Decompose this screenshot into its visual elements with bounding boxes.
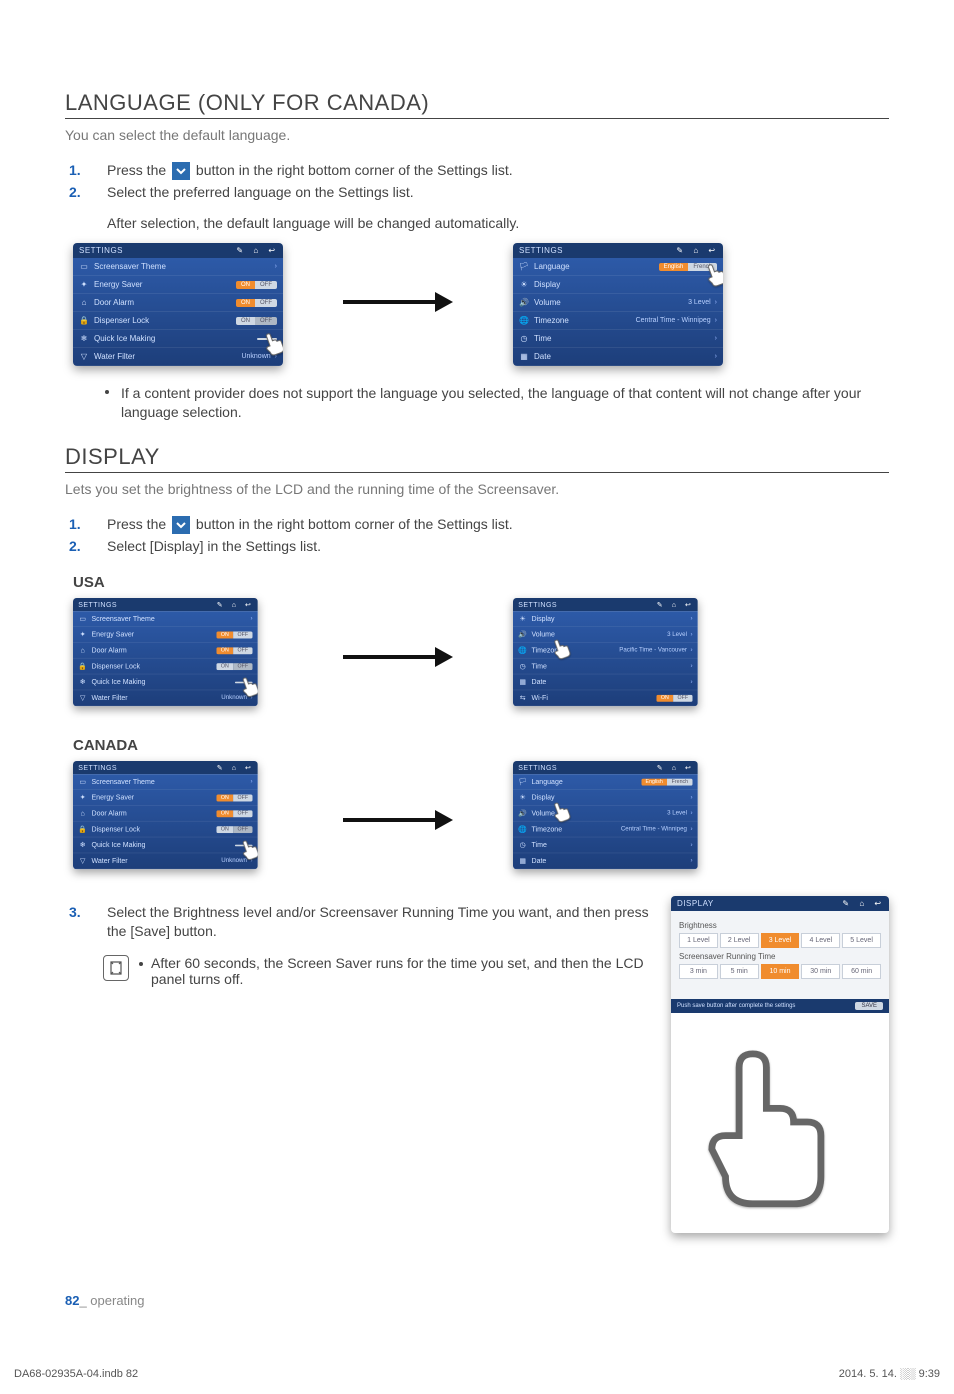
settings-row[interactable]: 🌐TimezoneCentral Time - Winnipeg › bbox=[513, 312, 723, 330]
running-label: Screensaver Running Time bbox=[679, 952, 881, 961]
chevron-down-icon bbox=[172, 516, 190, 534]
settings-row[interactable]: ⌂Door AlarmONOFF bbox=[73, 642, 258, 658]
section2-step3-list: Select the Brightness level and/or Scree… bbox=[65, 903, 653, 941]
chevron-down-icon bbox=[172, 162, 190, 180]
hand-cursor-icon bbox=[671, 1013, 889, 1233]
segment-option[interactable]: 60 min bbox=[842, 964, 881, 979]
settings-row[interactable]: ▭Screensaver Theme› bbox=[73, 774, 258, 790]
settings-row[interactable]: 🌐TimezoneCentral Time - Winnipeg › bbox=[513, 821, 698, 837]
section2-step2: Select [Display] in the Settings list. bbox=[65, 537, 889, 556]
settings-row[interactable]: ☀Display› bbox=[513, 790, 698, 806]
edit-icon: ✎ bbox=[841, 899, 851, 908]
section1-step1: Press the button in the right bottom cor… bbox=[65, 161, 889, 180]
display-panel-header: DISPLAY ✎⌂↩ bbox=[671, 896, 889, 911]
settings-row[interactable]: ⌂Door AlarmONOFF bbox=[73, 805, 258, 821]
settings-row[interactable]: ▽Water FilterUnknown › bbox=[73, 348, 283, 366]
settings-row[interactable]: 🏳LanguageEnglishFrench bbox=[513, 774, 698, 790]
settings-panel-ca-left: SETTINGS✎⌂↩▭Screensaver Theme›✦Energy Sa… bbox=[73, 761, 258, 869]
section1-note: If a content provider does not support t… bbox=[105, 384, 889, 422]
settings-row[interactable]: ⇆Wi-FiONOFF bbox=[513, 690, 698, 706]
settings-row[interactable]: ☀Display› bbox=[513, 276, 723, 294]
settings-row[interactable]: 🔒Dispenser LockONOFF bbox=[73, 312, 283, 330]
settings-panel-usa-right: SETTINGS✎⌂↩☀Display›🔊Volume3 Level ›🌐Tim… bbox=[513, 598, 698, 706]
settings-row[interactable]: ▦Date› bbox=[513, 674, 698, 690]
settings-row[interactable]: ✦Energy SaverONOFF bbox=[73, 276, 283, 294]
home-icon: ⌂ bbox=[857, 899, 867, 908]
usa-screens: SETTINGS✎⌂↩▭Screensaver Theme›✦Energy Sa… bbox=[73, 599, 889, 719]
step3-row: Select the Brightness level and/or Scree… bbox=[65, 900, 889, 1233]
settings-row[interactable]: ❄Quick Ice Making bbox=[73, 330, 283, 348]
settings-panel-left: SETTINGS✎⌂↩▭Screensaver Theme›✦Energy Sa… bbox=[73, 243, 283, 366]
settings-row[interactable]: ❄Quick Ice Making bbox=[73, 837, 258, 853]
segment-option[interactable]: 5 min bbox=[720, 964, 759, 979]
settings-row[interactable]: 🌐TimezonePacific Time - Vancouver › bbox=[513, 642, 698, 658]
settings-row[interactable]: 🔒Dispenser LockONOFF bbox=[73, 658, 258, 674]
section2-step1: Press the button in the right bottom cor… bbox=[65, 515, 889, 534]
segment-option[interactable]: 2 Level bbox=[720, 933, 759, 948]
settings-row[interactable]: ▽Water FilterUnknown › bbox=[73, 690, 258, 706]
canada-screens: SETTINGS✎⌂↩▭Screensaver Theme›✦Energy Sa… bbox=[73, 762, 889, 882]
settings-row[interactable]: ◷Time› bbox=[513, 837, 698, 853]
section2-note: After 60 seconds, the Screen Saver runs … bbox=[103, 955, 653, 987]
settings-row[interactable]: ▦Date› bbox=[513, 853, 698, 869]
segment-option[interactable]: 30 min bbox=[801, 964, 840, 979]
settings-row[interactable]: 🔊Volume3 Level › bbox=[513, 294, 723, 312]
section-title-language: LANGUAGE (ONLY FOR CANADA) bbox=[65, 90, 889, 119]
settings-row[interactable]: ▭Screensaver Theme› bbox=[73, 611, 258, 627]
indb-filename: DA68-02935A-04.indb 82 bbox=[14, 1368, 138, 1380]
settings-row[interactable]: ✦Energy SaverONOFF bbox=[73, 790, 258, 806]
back-icon: ↩ bbox=[873, 899, 883, 908]
segment-option[interactable]: 3 Level bbox=[761, 933, 800, 948]
section1-steps: Press the button in the right bottom cor… bbox=[65, 161, 889, 202]
segment-option[interactable]: 5 Level bbox=[842, 933, 881, 948]
region-usa-label: USA bbox=[73, 574, 889, 591]
settings-row[interactable]: ▽Water FilterUnknown › bbox=[73, 853, 258, 869]
settings-row[interactable]: ▭Screensaver Theme› bbox=[73, 258, 283, 276]
settings-row[interactable]: ◷Time› bbox=[513, 330, 723, 348]
bullet-icon bbox=[105, 390, 109, 394]
settings-row[interactable]: ✦Energy SaverONOFF bbox=[73, 627, 258, 643]
section1-step2-sub: After selection, the default language wi… bbox=[65, 214, 889, 233]
running-segments[interactable]: 3 min5 min10 min30 min60 min bbox=[679, 964, 881, 979]
settings-row[interactable]: 🏳LanguageEnglishFrench bbox=[513, 258, 723, 276]
section2-step3: Select the Brightness level and/or Scree… bbox=[65, 903, 653, 941]
print-timestamp: 2014. 5. 14. ░░ 9:39 bbox=[839, 1368, 940, 1380]
segment-option[interactable]: 4 Level bbox=[801, 933, 840, 948]
section1-screens: SETTINGS✎⌂↩▭Screensaver Theme›✦Energy Sa… bbox=[73, 243, 889, 366]
settings-panel-usa-left: SETTINGS✎⌂↩▭Screensaver Theme›✦Energy Sa… bbox=[73, 598, 258, 706]
segment-option[interactable]: 3 min bbox=[679, 964, 718, 979]
arrow-right-icon bbox=[343, 290, 453, 319]
region-canada-label: CANADA bbox=[73, 737, 889, 754]
settings-row[interactable]: ❄Quick Ice Making bbox=[73, 674, 258, 690]
note-icon bbox=[103, 955, 129, 981]
settings-row[interactable]: ◷Time› bbox=[513, 658, 698, 674]
section1-intro: You can select the default language. bbox=[65, 127, 889, 143]
section-title-display: DISPLAY bbox=[65, 444, 889, 473]
manual-page: LANGUAGE (ONLY FOR CANADA) You can selec… bbox=[0, 0, 954, 1348]
display-panel-footer: Push save button after complete the sett… bbox=[671, 999, 889, 1013]
settings-row[interactable]: 🔊Volume3 Level › bbox=[513, 805, 698, 821]
display-panel: DISPLAY ✎⌂↩ Brightness 1 Level2 Level3 L… bbox=[671, 896, 889, 1233]
settings-row[interactable]: ⌂Door AlarmONOFF bbox=[73, 294, 283, 312]
settings-row[interactable]: ▦Date› bbox=[513, 348, 723, 366]
section2-intro: Lets you set the brightness of the LCD a… bbox=[65, 481, 889, 497]
settings-row[interactable]: ☀Display› bbox=[513, 611, 698, 627]
arrow-right-icon bbox=[343, 645, 453, 674]
section2-steps: Press the button in the right bottom cor… bbox=[65, 515, 889, 556]
segment-option[interactable]: 10 min bbox=[761, 964, 800, 979]
settings-row[interactable]: 🔒Dispenser LockONOFF bbox=[73, 821, 258, 837]
settings-panel-right: SETTINGS✎⌂↩🏳LanguageEnglishFrench☀Displa… bbox=[513, 243, 723, 366]
settings-panel-ca-right: SETTINGS✎⌂↩🏳LanguageEnglishFrench☀Displa… bbox=[513, 761, 698, 869]
section1-step2: Select the preferred language on the Set… bbox=[65, 183, 889, 202]
brightness-segments[interactable]: 1 Level2 Level3 Level4 Level5 Level bbox=[679, 933, 881, 948]
print-footer: DA68-02935A-04.indb 82 2014. 5. 14. ░░ 9… bbox=[0, 1348, 954, 1394]
settings-row[interactable]: 🔊Volume3 Level › bbox=[513, 627, 698, 643]
save-button[interactable]: SAVE bbox=[855, 1002, 883, 1010]
arrow-right-icon bbox=[343, 808, 453, 837]
bullet-icon bbox=[139, 962, 143, 966]
segment-option[interactable]: 1 Level bbox=[679, 933, 718, 948]
brightness-label: Brightness bbox=[679, 921, 881, 930]
